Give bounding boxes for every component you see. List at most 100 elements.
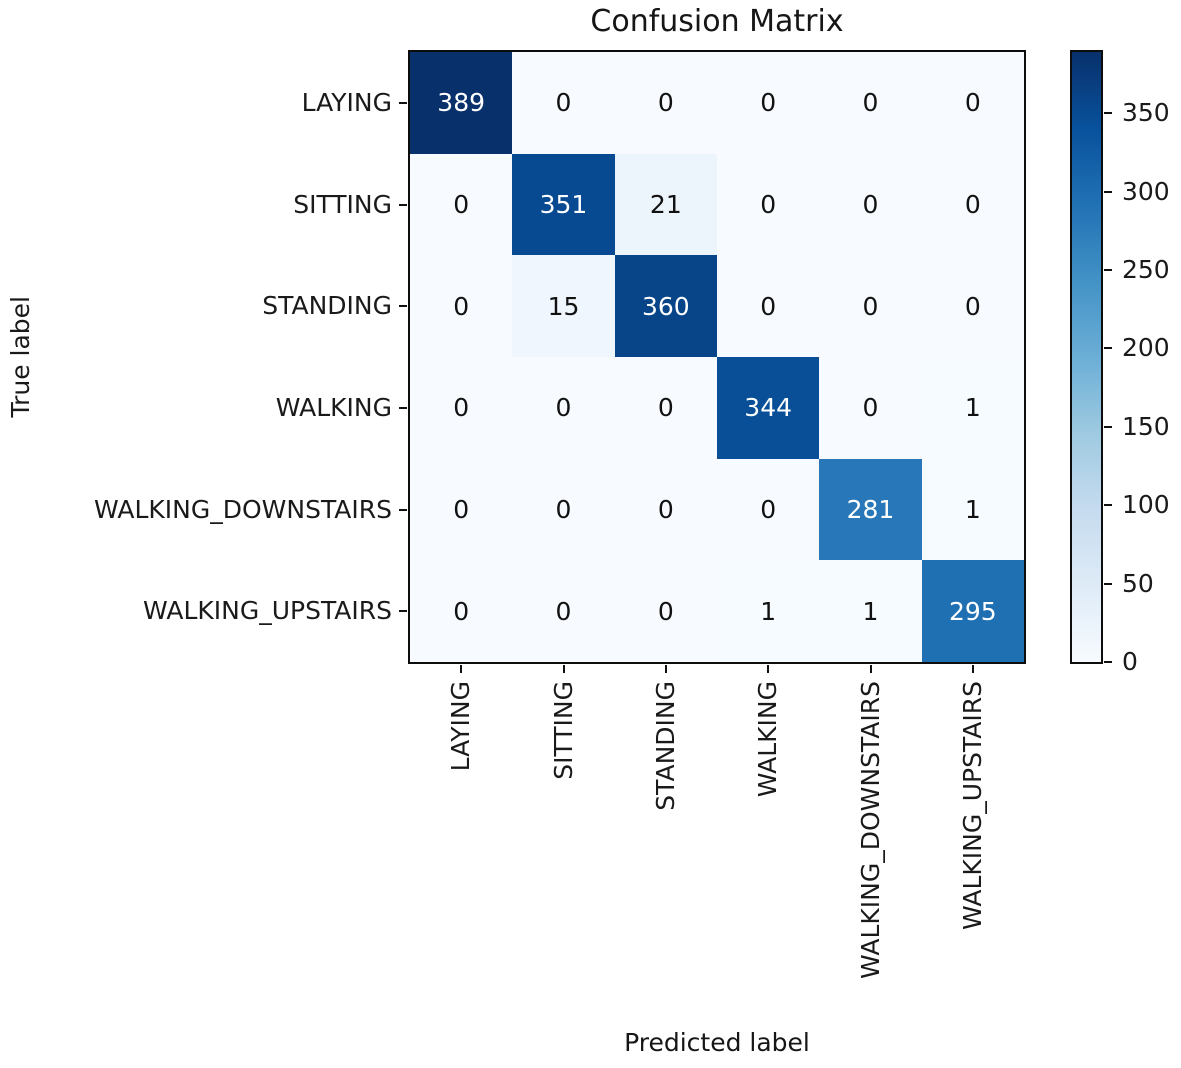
heatmap-cell: 0 [819,52,922,154]
heatmap-cell: 0 [717,52,820,154]
x-tick-labels: LAYING SITTING STANDING WALKING WALKING_DOWN… [408,681,1026,1031]
heatmap-cell: 0 [717,255,820,357]
heatmap-cell: 1 [921,458,1024,561]
cell-value: 0 [760,189,777,219]
heatmap-cell: 0 [512,356,615,459]
heatmap-cell: 0 [921,52,1024,154]
heatmap-cell: 0 [819,153,922,256]
cell-value: 0 [453,494,470,524]
colorbar-tick-mark [1104,504,1112,507]
cell-value: 0 [760,494,777,524]
cell-value: 281 [846,494,895,524]
cell-value: 0 [555,88,572,118]
colorbar-tick-mark [1104,347,1112,350]
cell-value: 360 [641,291,690,321]
colorbar-tick-mark [1104,661,1112,663]
colorbar-tick-mark [1104,190,1112,193]
heatmap-cell: 0 [921,153,1024,256]
x-tick-label: WALKING [753,681,783,798]
colorbar-tick-label: 150 [1122,411,1170,441]
tick-mark [460,665,463,673]
cell-value: 0 [760,291,777,321]
cell-value: 1 [760,596,777,626]
cell-value: 0 [555,494,572,524]
y-tick-label: WALKING [275,392,392,422]
colorbar-tick-label: 350 [1122,98,1170,128]
heatmap-cell: 0 [512,560,615,662]
heatmap-cell: 1 [717,560,820,662]
y-tick-label: LAYING [301,87,392,117]
cell-value: 1 [964,494,981,524]
cell-value: 0 [657,88,674,118]
cell-value: 1 [964,393,981,423]
colorbar [1070,50,1103,664]
cell-value: 0 [964,88,981,118]
cell-value: 0 [453,189,470,219]
cell-value: 0 [657,494,674,524]
colorbar-tick-label: 100 [1122,490,1170,520]
heatmap-cell: 0 [921,255,1024,357]
cell-value: 0 [453,291,470,321]
cell-value: 389 [437,88,486,118]
cell-value: 0 [862,291,879,321]
cell-value: 344 [744,393,793,423]
y-tick-label: STANDING [262,291,392,321]
chart-title: Confusion Matrix [590,4,844,39]
colorbar-tick-mark [1104,582,1112,585]
y-tick-label: WALKING_UPSTAIRS [142,596,392,626]
heatmap-cell: 0 [614,458,717,561]
heatmap-cell: 351 [512,153,615,256]
heatmap-cell: 389 [410,52,513,154]
cell-value: 0 [555,393,572,423]
heatmap-cell: 0 [512,458,615,561]
cell-value: 0 [453,596,470,626]
cell-value: 0 [862,189,879,219]
cell-value: 0 [964,291,981,321]
heatmap-cell: 1 [819,560,922,662]
heatmap-cell: 0 [819,255,922,357]
heatmap-cell: 0 [410,356,513,459]
cell-value: 0 [555,596,572,626]
colorbar-tick-label: 0 [1122,647,1138,676]
colorbar-tick-mark [1104,268,1112,271]
tick-mark [399,610,407,613]
colorbar-tick-mark [1104,425,1112,428]
cell-value: 1 [862,596,879,626]
cell-value: 0 [657,596,674,626]
x-tick-label: LAYING [446,681,476,772]
tick-mark [869,665,872,673]
heatmap-cell: 0 [614,560,717,662]
tick-mark [767,665,770,673]
x-tick-label: STANDING [650,681,680,811]
heatmap-cell: 0 [614,356,717,459]
y-tick-labels: LAYING SITTING STANDING WALKING WALKING_DOWN… [0,50,392,664]
cell-value: 0 [964,189,981,219]
heatmap-cell: 295 [921,560,1024,662]
heatmap-cell: 344 [717,356,820,459]
heatmap-cell: 15 [512,255,615,357]
heatmap-cell: 0 [410,560,513,662]
colorbar-tick-label: 250 [1122,254,1170,284]
heatmap-grid: 389 0 0 0 0 0 0 351 21 0 0 0 0 15 360 0 0 0 0 0 0 344 0 1 0 0 0 0 28… [408,50,1026,664]
cell-value: 0 [453,393,470,423]
heatmap-cell: 0 [410,153,513,256]
tick-mark [399,508,407,511]
tick-mark [399,305,407,308]
x-tick-label: WALKING_DOWNSTAIRS [855,681,885,979]
tick-mark [399,101,407,104]
tick-mark [399,203,407,206]
heatmap-cell: 281 [819,458,922,561]
heatmap-cell: 0 [410,458,513,561]
colorbar-tick-label: 300 [1122,176,1170,206]
x-axis-label: Predicted label [624,1028,810,1057]
heatmap-cell: 0 [819,356,922,459]
cell-value: 351 [539,189,588,219]
tick-mark [664,665,667,673]
heatmap-cell: 21 [614,153,717,256]
tick-mark [399,406,407,409]
cell-value: 0 [657,393,674,423]
cell-value: 15 [547,291,580,321]
heatmap-cell: 1 [921,356,1024,459]
x-tick-label: WALKING_UPSTAIRS [957,681,987,931]
